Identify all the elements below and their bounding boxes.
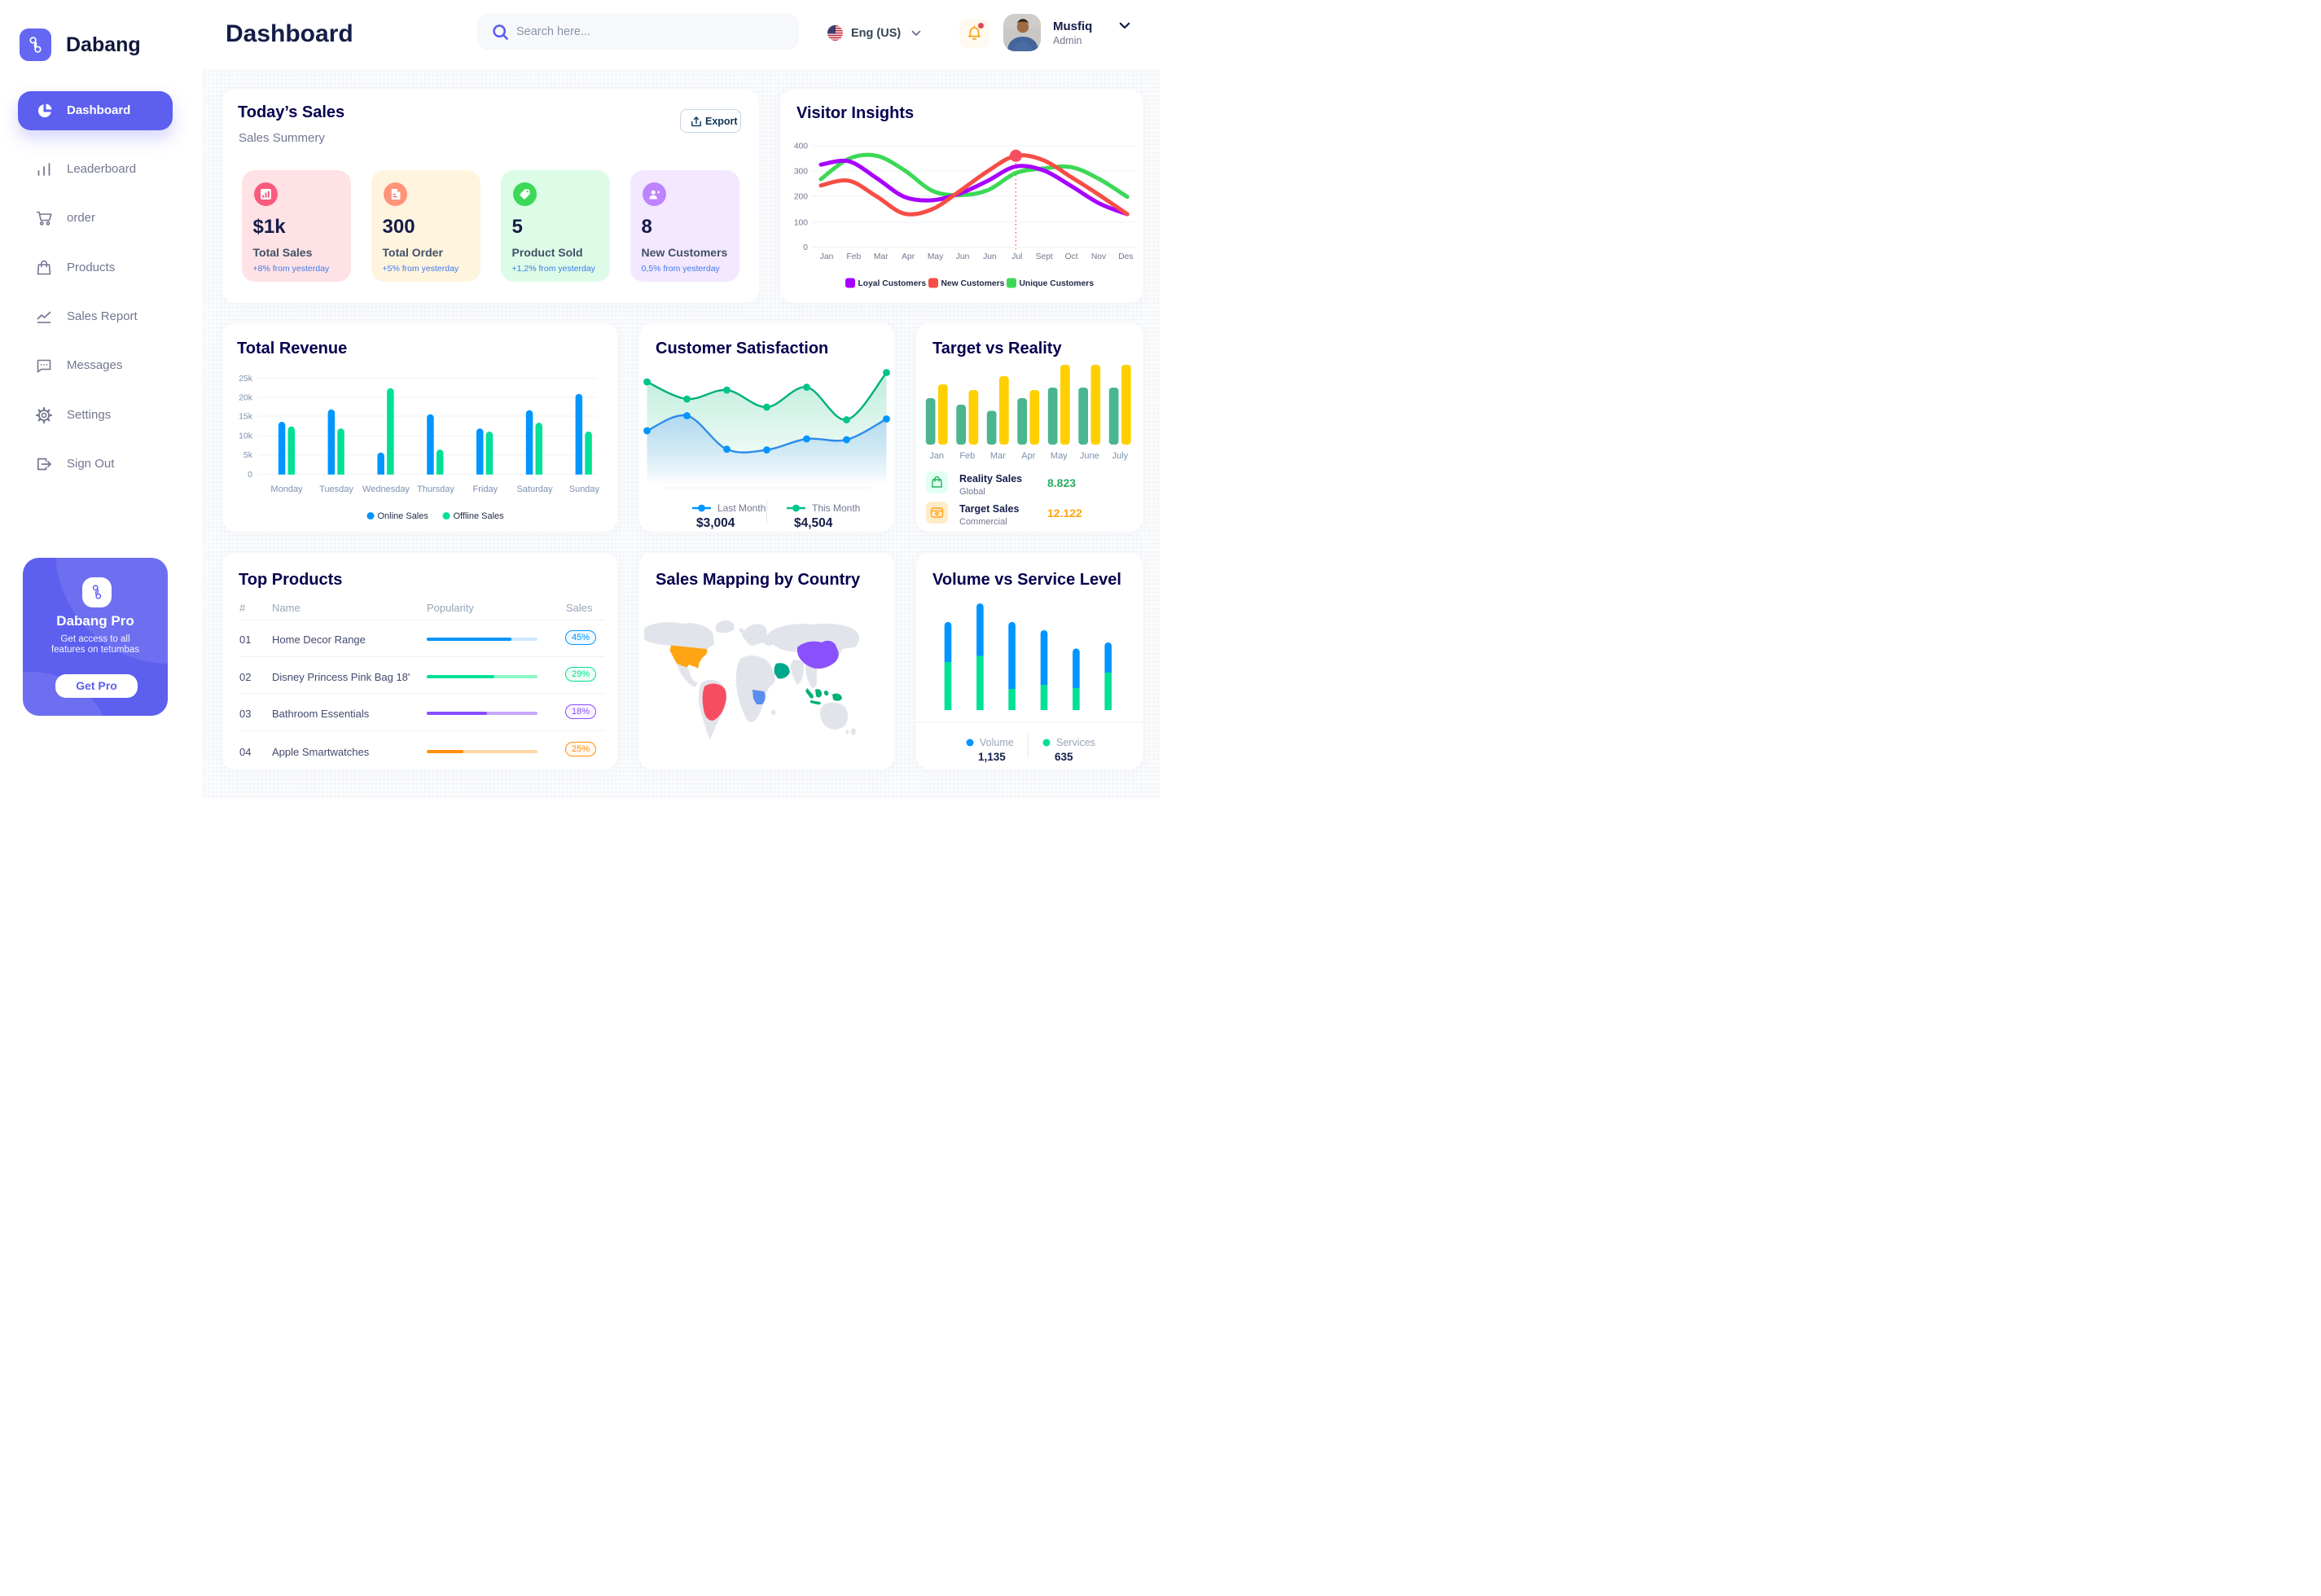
svg-text:Monday: Monday <box>270 484 303 494</box>
svg-text:Feb: Feb <box>959 451 975 461</box>
svg-text:Mar: Mar <box>990 451 1006 461</box>
svg-text:Thursday: Thursday <box>417 484 454 494</box>
svg-text:200: 200 <box>794 192 808 201</box>
svg-text:Friday: Friday <box>473 484 498 494</box>
svg-text:$4,504: $4,504 <box>794 516 833 530</box>
svg-text:Volume: Volume <box>980 737 1014 748</box>
svg-text:Jun: Jun <box>956 252 970 261</box>
svg-text:May: May <box>928 252 944 261</box>
svg-text:25k: 25k <box>239 374 253 384</box>
svg-text:Sunday: Sunday <box>569 484 600 494</box>
svg-text:1,135: 1,135 <box>978 751 1006 763</box>
svg-text:Unique Customers: Unique Customers <box>1020 279 1095 288</box>
svg-text:0: 0 <box>248 470 252 480</box>
svg-text:July: July <box>1112 451 1129 461</box>
svg-text:5k: 5k <box>244 450 253 460</box>
svg-text:20k: 20k <box>239 393 253 403</box>
svg-text:Wednesday: Wednesday <box>362 484 410 494</box>
svg-text:Loyal Customers: Loyal Customers <box>858 279 927 288</box>
svg-text:10k: 10k <box>239 432 253 441</box>
svg-text:Sept: Sept <box>1036 252 1053 261</box>
svg-text:Saturday: Saturday <box>517 484 554 494</box>
svg-text:Last Month: Last Month <box>717 502 766 514</box>
svg-text:15k: 15k <box>239 412 253 422</box>
svg-text:Apr: Apr <box>902 252 915 261</box>
svg-text:0: 0 <box>803 243 808 252</box>
svg-text:Oct: Oct <box>1065 252 1078 261</box>
svg-text:Tuesday: Tuesday <box>319 484 353 494</box>
svg-text:Apr: Apr <box>1021 451 1035 461</box>
svg-text:Des: Des <box>1118 252 1133 261</box>
svg-text:Offline Sales: Offline Sales <box>454 511 505 521</box>
svg-text:Jun: Jun <box>983 252 997 261</box>
svg-text:Feb: Feb <box>847 252 862 261</box>
svg-text:June: June <box>1080 451 1099 461</box>
svg-text:$3,004: $3,004 <box>696 516 735 530</box>
svg-text:New Customers: New Customers <box>941 279 1005 288</box>
svg-text:Jan: Jan <box>929 451 944 461</box>
svg-text:400: 400 <box>794 142 808 151</box>
svg-text:Online Sales: Online Sales <box>378 511 429 521</box>
svg-text:Jul: Jul <box>1011 252 1022 261</box>
svg-text:Jan: Jan <box>820 252 834 261</box>
svg-text:This Month: This Month <box>812 502 860 514</box>
svg-text:300: 300 <box>794 168 808 177</box>
svg-text:Services: Services <box>1056 737 1095 748</box>
svg-text:May: May <box>1051 451 1068 461</box>
svg-text:100: 100 <box>794 219 808 228</box>
svg-text:Nov: Nov <box>1091 252 1107 261</box>
svg-text:635: 635 <box>1055 751 1073 763</box>
svg-text:Mar: Mar <box>874 252 888 261</box>
